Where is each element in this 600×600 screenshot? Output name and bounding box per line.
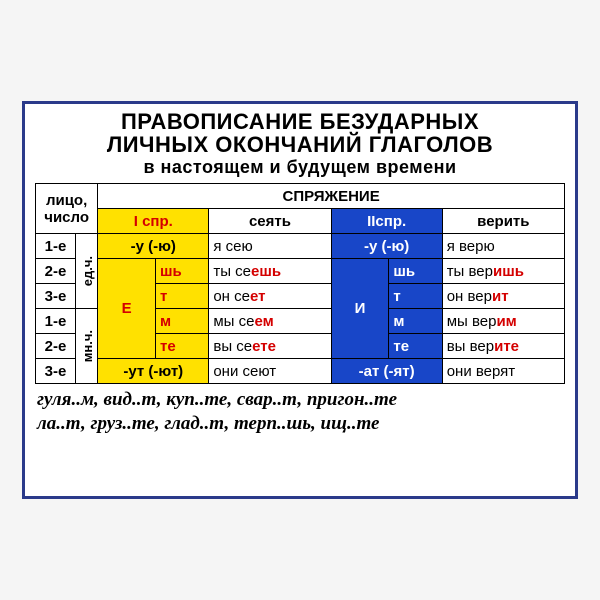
table-row: 1-е ед.ч. -у (-ю) я сею -у (-ю) я верю: [36, 234, 565, 259]
table-row: 2-е Е шь ты сеешь И шь ты веришь: [36, 259, 565, 284]
i-suffix: м: [389, 309, 442, 334]
e-suffix: м: [156, 309, 209, 334]
ex1-r1: я сею: [209, 234, 331, 259]
examples-line-2: ла..т, груз..те, глад..т, терп..шь, ищ..…: [37, 412, 563, 436]
row-label: 3-е: [36, 284, 76, 309]
inf1: сеять: [209, 209, 331, 234]
ex1-r3: он сеет: [209, 284, 331, 309]
header-row-1: лицо, число СПРЯЖЕНИЕ: [36, 184, 565, 209]
title-line-3: в настоящем и будущем времени: [35, 158, 565, 177]
sp1-label: I спр.: [98, 209, 209, 234]
sp2-end-6: -ат (-ят): [331, 359, 442, 384]
e-suffix: шь: [156, 259, 209, 284]
row-label: 3-е: [36, 359, 76, 384]
e-suffix: т: [156, 284, 209, 309]
ex2-r4: мы верим: [442, 309, 564, 334]
e-suffix: те: [156, 334, 209, 359]
sp2-label: IIспр.: [331, 209, 442, 234]
ex2-r2: ты веришь: [442, 259, 564, 284]
big-e-cell: Е: [98, 259, 156, 359]
header-row-2: I спр. сеять IIспр. верить: [36, 209, 565, 234]
row-label: 1-е: [36, 309, 76, 334]
ex2-r3: он верит: [442, 284, 564, 309]
super-header: СПРЯЖЕНИЕ: [98, 184, 565, 209]
i-suffix: те: [389, 334, 442, 359]
corner-l1: лицо,: [46, 192, 87, 209]
table-row: 3-е -ут (-ют) они сеют -ат (-ят) они вер…: [36, 359, 565, 384]
corner-l2: число: [44, 209, 89, 226]
ex2-r6: они верят: [442, 359, 564, 384]
big-i-cell: И: [331, 259, 389, 359]
poster: ПРАВОПИСАНИЕ БЕЗУДАРНЫХ ЛИЧНЫХ ОКОНЧАНИЙ…: [22, 101, 578, 499]
sp2-end-1: -у (-ю): [331, 234, 442, 259]
ex1-r6: они сеют: [209, 359, 331, 384]
sp1-end-6: -ут (-ют): [98, 359, 209, 384]
conjugation-table: лицо, число СПРЯЖЕНИЕ I спр. сеять IIспр…: [35, 183, 565, 384]
examples-line-1: гуля..м, вид..т, куп..те, свар..т, приго…: [37, 388, 563, 412]
row-label: 2-е: [36, 259, 76, 284]
ex1-r2: ты сеешь: [209, 259, 331, 284]
sp1-end-1: -у (-ю): [98, 234, 209, 259]
title-line-1: ПРАВОПИСАНИЕ БЕЗУДАРНЫХ: [35, 110, 565, 133]
title-line-2: ЛИЧНЫХ ОКОНЧАНИЙ ГЛАГОЛОВ: [35, 133, 565, 156]
ex1-r5: вы сеете: [209, 334, 331, 359]
ex1-r4: мы сеем: [209, 309, 331, 334]
i-suffix: шь: [389, 259, 442, 284]
ex2-r5: вы верите: [442, 334, 564, 359]
inf2: верить: [442, 209, 564, 234]
corner-cell: лицо, число: [36, 184, 98, 234]
title-block: ПРАВОПИСАНИЕ БЕЗУДАРНЫХ ЛИЧНЫХ ОКОНЧАНИЙ…: [35, 110, 565, 177]
row-label: 1-е: [36, 234, 76, 259]
row-label: 2-е: [36, 334, 76, 359]
i-suffix: т: [389, 284, 442, 309]
exercise-examples: гуля..м, вид..т, куп..те, свар..т, приго…: [35, 384, 565, 436]
sg-label: ед.ч.: [76, 234, 98, 309]
ex2-r1: я верю: [442, 234, 564, 259]
pl-label: мн.ч.: [76, 309, 98, 384]
